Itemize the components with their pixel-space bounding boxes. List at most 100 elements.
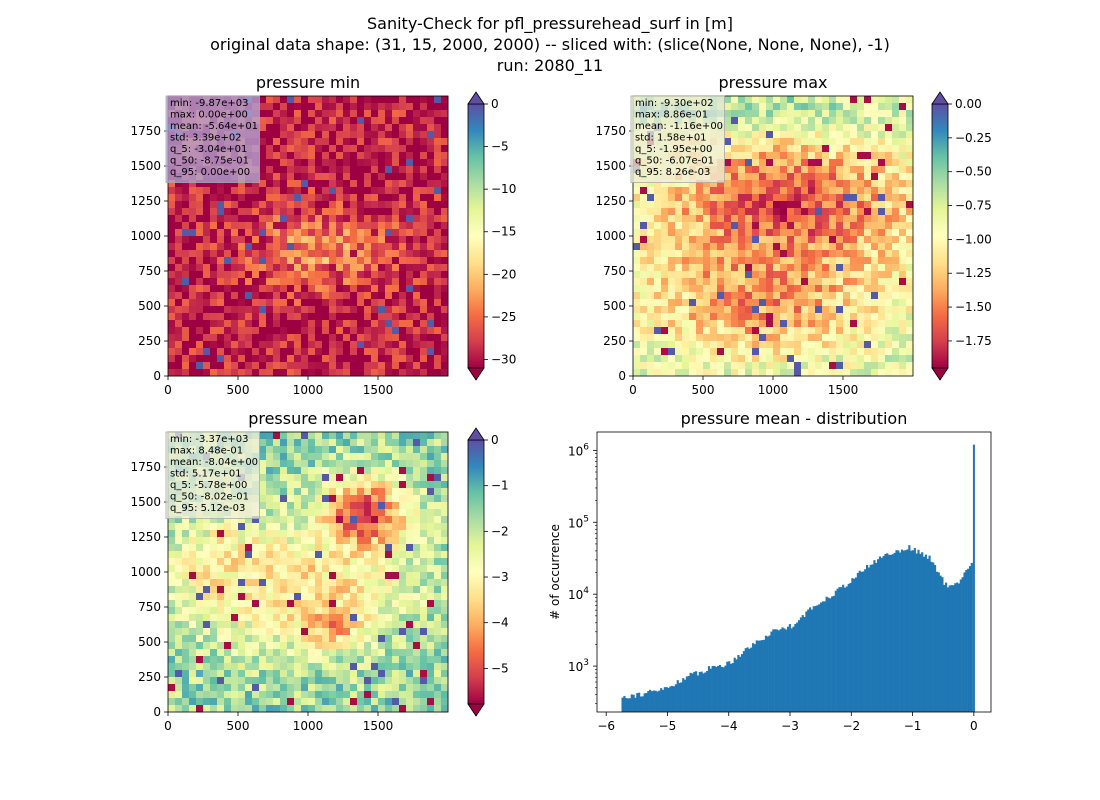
heatmap-cell xyxy=(871,131,879,139)
heatmap-cell xyxy=(857,306,865,314)
heatmap-cell xyxy=(406,509,414,517)
heatmap-cell xyxy=(871,215,879,223)
heatmap-cell xyxy=(780,362,788,370)
heatmap-cell xyxy=(287,166,295,174)
heatmap-cell xyxy=(441,446,449,454)
heatmap-cell xyxy=(413,348,421,356)
heatmap-cell xyxy=(294,369,302,377)
heatmap-cell xyxy=(661,208,669,216)
heatmap-cell xyxy=(745,236,753,244)
heatmap-cell xyxy=(322,159,330,167)
heatmap-cell xyxy=(829,201,837,209)
heatmap-cell xyxy=(766,264,774,272)
heatmap-cell xyxy=(322,600,330,608)
heatmap-cell xyxy=(343,474,351,482)
colorbar-tick-label: −1 xyxy=(491,479,509,493)
heatmap-cell xyxy=(661,306,669,314)
heatmap-cell xyxy=(752,257,760,265)
heatmap-cell xyxy=(280,292,288,300)
heatmap-cell xyxy=(654,271,662,279)
heatmap-cell xyxy=(801,334,809,342)
heatmap-cell xyxy=(745,117,753,125)
heatmap-cell xyxy=(675,250,683,258)
heatmap-cell xyxy=(647,334,655,342)
heatmap-cell xyxy=(301,341,309,349)
heatmap-cell xyxy=(689,208,697,216)
heatmap-cell xyxy=(668,362,676,370)
heatmap-cell xyxy=(350,355,358,363)
heatmap-cell xyxy=(731,320,739,328)
heatmap-cell xyxy=(815,124,823,132)
heatmap-cell xyxy=(822,229,830,237)
heatmap-cell xyxy=(294,201,302,209)
heatmap-cell xyxy=(878,264,886,272)
heatmap-cell xyxy=(434,656,442,664)
heatmap-cell xyxy=(266,467,274,475)
heatmap-cell xyxy=(780,166,788,174)
heatmap-cell xyxy=(822,215,830,223)
heatmap-cell xyxy=(822,285,830,293)
heatmap-cell xyxy=(294,705,302,713)
heatmap-cell xyxy=(273,502,281,510)
heatmap-cell xyxy=(168,264,176,272)
heatmap-cell xyxy=(175,250,183,258)
heatmap-cell xyxy=(399,439,407,447)
heatmap-cell xyxy=(773,103,781,111)
heatmap-cell xyxy=(815,180,823,188)
heatmap-cell xyxy=(892,355,900,363)
heatmap-cell xyxy=(287,173,295,181)
heatmap-cell xyxy=(357,124,365,132)
heatmap-cell xyxy=(836,348,844,356)
heatmap-cell xyxy=(266,180,274,188)
heatmap-cell xyxy=(280,635,288,643)
heatmap-cell xyxy=(357,334,365,342)
heatmap-cell xyxy=(441,264,449,272)
heatmap-cell xyxy=(266,481,274,489)
heatmap-cell xyxy=(182,362,190,370)
heatmap-cell xyxy=(675,222,683,230)
heatmap-cell xyxy=(280,488,288,496)
heatmap-cell xyxy=(329,222,337,230)
heatmap-cell xyxy=(196,299,204,307)
heatmap-cell xyxy=(413,586,421,594)
heatmap-cell xyxy=(633,187,641,195)
panel-title: pressure mean - distribution xyxy=(681,409,908,428)
heatmap-cell xyxy=(434,96,442,104)
heatmap-cell xyxy=(315,558,323,566)
heatmap-cell xyxy=(427,215,435,223)
heatmap-cell xyxy=(301,684,309,692)
heatmap-cell xyxy=(378,453,386,461)
heatmap-cell xyxy=(364,600,372,608)
heatmap-cell xyxy=(378,264,386,272)
heatmap-cell xyxy=(224,201,232,209)
heatmap-cell xyxy=(371,180,379,188)
heatmap-cell xyxy=(217,243,225,251)
heatmap-cell xyxy=(654,194,662,202)
heatmap-cell xyxy=(752,292,760,300)
heatmap-cell xyxy=(357,299,365,307)
heatmap-cell xyxy=(196,292,204,300)
heatmap-cell xyxy=(182,558,190,566)
heatmap-cell xyxy=(808,369,816,377)
heatmap-cell xyxy=(892,145,900,153)
heatmap-cell xyxy=(308,691,316,699)
heatmap-cell xyxy=(808,278,816,286)
heatmap-cell xyxy=(871,264,879,272)
heatmap-cell xyxy=(413,341,421,349)
heatmap-cell xyxy=(724,306,732,314)
y-tick-label: 0 xyxy=(153,369,161,383)
heatmap-cell xyxy=(864,369,872,377)
heatmap-cell xyxy=(808,320,816,328)
heatmap-cell xyxy=(878,236,886,244)
heatmap-cell xyxy=(252,565,260,573)
heatmap-cell xyxy=(731,306,739,314)
heatmap-cell xyxy=(266,236,274,244)
heatmap-cell xyxy=(182,285,190,293)
histogram-bar xyxy=(632,694,635,712)
heatmap-cell xyxy=(385,222,393,230)
heatmap-cell xyxy=(843,229,851,237)
heatmap-cell xyxy=(850,110,858,118)
heatmap-cell xyxy=(364,362,372,370)
heatmap-cell xyxy=(766,341,774,349)
